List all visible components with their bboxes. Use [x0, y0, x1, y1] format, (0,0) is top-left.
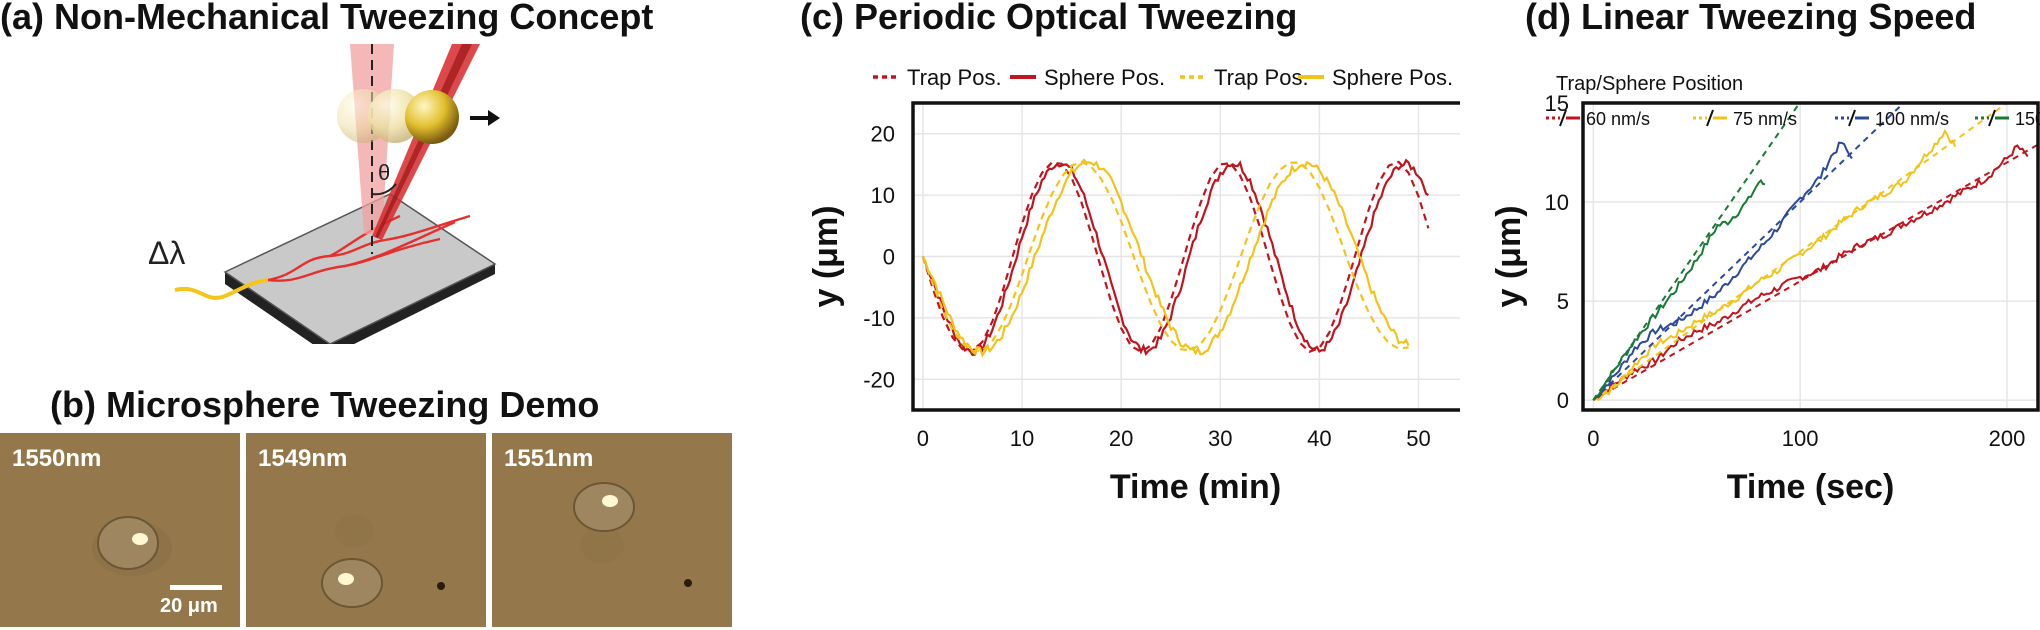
- x-tick-label: 40: [1307, 426, 1331, 451]
- y-tick-label: 0: [1557, 388, 1569, 413]
- scale-bar: [170, 585, 222, 590]
- legend-label: Sphere Pos.: [1044, 65, 1165, 90]
- wavelength-label: 1549nm: [258, 445, 348, 472]
- theta-label: θ: [378, 160, 390, 185]
- x-tick-label: 200: [1989, 426, 2026, 451]
- tweezing-concept-illustration: Δλ θ: [148, 44, 500, 344]
- trap-line-green: [1592, 103, 1801, 401]
- x-tick-label: 30: [1208, 426, 1232, 451]
- legend-label: 100 nm/s: [1875, 109, 1949, 129]
- y-axis-label: y (μm): [1490, 205, 1528, 307]
- sphere-line-yellow: [1592, 128, 1957, 402]
- panel-a-title: (a) Non-Mechanical Tweezing Concept: [0, 0, 654, 37]
- chip-top: [223, 193, 497, 344]
- y-axis-label: y (μm): [807, 205, 845, 307]
- legend-label: 60 nm/s: [1586, 109, 1650, 129]
- x-tick-label: 100: [1782, 426, 1819, 451]
- trap-line-red: [1592, 143, 2038, 401]
- sphere-line-blue: [1592, 141, 1853, 401]
- y-tick-label: 10: [871, 183, 895, 208]
- y-tick-label: 0: [883, 245, 895, 270]
- legend-label: Trap Pos.: [907, 65, 1002, 90]
- panel-d-title: (d) Linear Tweezing Speed: [1525, 0, 1977, 37]
- legend-slash: [1848, 109, 1856, 127]
- legend-title: Trap/Sphere Position: [1556, 73, 1743, 95]
- legend-label: Trap Pos.: [1214, 65, 1309, 90]
- x-axis-label: Time (min): [1110, 468, 1281, 506]
- delta-lambda-label: Δλ: [148, 235, 185, 271]
- legend-label: 150 nm/s: [2015, 109, 2040, 129]
- chip-side: [225, 264, 495, 344]
- microsphere: [405, 90, 459, 144]
- series-line-yellow-dashed: [921, 160, 1409, 353]
- x-tick-label: 0: [1587, 426, 1599, 451]
- x-tick-label: 0: [917, 426, 929, 451]
- y-tick-label: 20: [871, 122, 895, 147]
- plot-frame: [911, 101, 1460, 412]
- series-line-red-solid: [921, 158, 1429, 357]
- plot-area: [1583, 103, 2038, 410]
- wavelength-label: 1550nm: [12, 445, 102, 472]
- wavelength-label: 1551nm: [504, 445, 594, 472]
- legend-label: Sphere Pos.: [1332, 65, 1453, 90]
- micrograph-1549nm: 1549nm: [246, 433, 486, 627]
- trap-line-yellow: [1592, 103, 2008, 401]
- legend-slash: [1988, 109, 1996, 127]
- sphere-line-red: [1592, 144, 2029, 401]
- x-tick-label: 20: [1109, 426, 1133, 451]
- panel-b-title: (b) Microsphere Tweezing Demo: [50, 384, 600, 425]
- motion-arrowhead: [488, 110, 500, 126]
- legend-label: 75 nm/s: [1733, 109, 1797, 129]
- series-line-yellow-solid: [921, 158, 1410, 358]
- plot-frame: [1581, 101, 2040, 412]
- theta-arc: [371, 183, 397, 196]
- periodic-tweezing-chart: 0 10 20 30 40 50 -20 -10 0 10 20 Time (min) y (μm) Tr…: [807, 65, 1460, 506]
- input-fiber: [174, 278, 269, 300]
- micrograph-1550nm: 1550nm 20 μm: [0, 433, 240, 627]
- legend-slash: [1706, 109, 1714, 127]
- scale-bar-label: 20 μm: [160, 595, 218, 617]
- panel-c-title: (c) Periodic Optical Tweezing: [800, 0, 1298, 37]
- sphere-line-green: [1592, 178, 1766, 401]
- series-line-red-dashed: [921, 160, 1430, 353]
- x-tick-label: 10: [1010, 426, 1034, 451]
- x-tick-label: 50: [1406, 426, 1430, 451]
- series-group: [1592, 103, 2038, 402]
- x-axis-label: Time (sec): [1727, 468, 1895, 506]
- legend-slash: [1559, 109, 1567, 127]
- y-tick-label: -10: [863, 306, 895, 331]
- trap-line-blue: [1592, 103, 1906, 401]
- y-tick-label: -20: [863, 367, 895, 392]
- y-tick-label: 5: [1557, 289, 1569, 314]
- y-tick-label: 10: [1545, 190, 1569, 215]
- micrograph-1551nm: 1551nm: [492, 433, 732, 627]
